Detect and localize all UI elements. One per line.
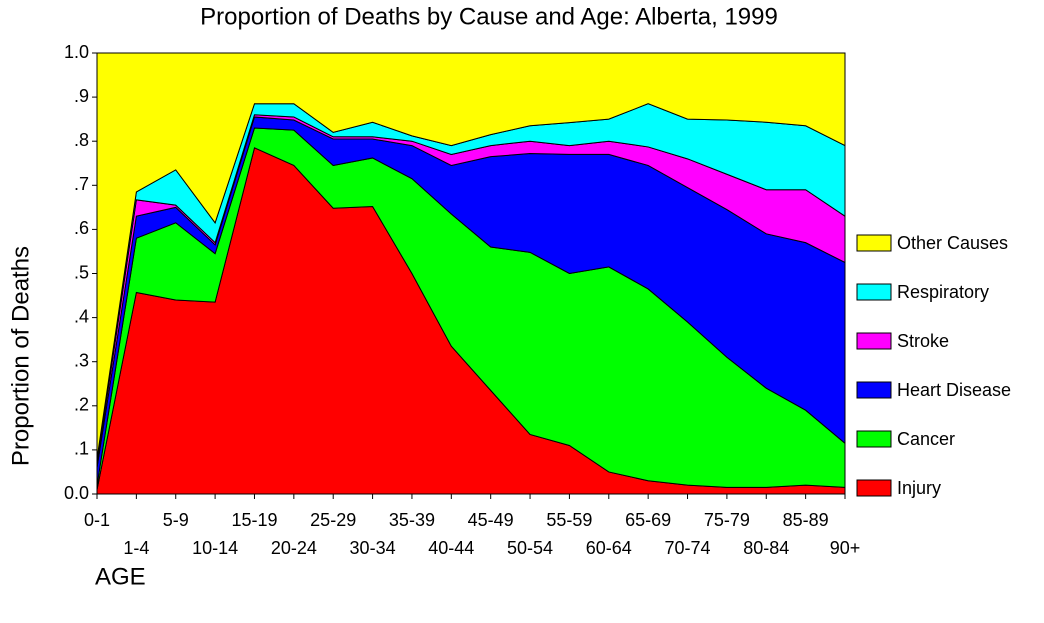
y-tick-label: 1.0 [64, 42, 89, 62]
y-tick-label: .8 [74, 130, 89, 150]
x-tick-label: 65-69 [625, 510, 671, 530]
x-tick-label: 35-39 [389, 510, 435, 530]
x-tick-label: 20-24 [271, 538, 317, 558]
area [96, 52, 846, 459]
legend-label: Stroke [897, 331, 949, 351]
y-axis-label: Proportion of Deaths [7, 246, 34, 466]
chart-title: Proportion of Deaths by Cause and Age: A… [200, 3, 778, 30]
x-tick-label: 5-9 [163, 510, 189, 530]
legend-label: Respiratory [897, 282, 989, 302]
legend-label: Heart Disease [897, 380, 1011, 400]
y-tick-label: 0.0 [64, 483, 89, 503]
x-tick-label: 0-1 [84, 510, 110, 530]
x-axis-label: AGE [95, 563, 146, 590]
y-tick-label: .9 [74, 86, 89, 106]
y-tick-label: .6 [74, 218, 89, 238]
legend-swatch [856, 283, 892, 301]
x-tick-label: 10-14 [192, 538, 238, 558]
x-tick-label: 75-79 [704, 510, 750, 530]
legend-label: Injury [897, 478, 941, 498]
legend-swatch [856, 430, 892, 448]
x-tick-label: 55-59 [546, 510, 592, 530]
legend-label: Other Causes [897, 233, 1008, 253]
x-tick-label: 60-64 [586, 538, 632, 558]
x-tick-label: 90+ [830, 538, 861, 558]
legend-swatch [856, 479, 892, 497]
x-tick-label: 40-44 [428, 538, 474, 558]
legend-swatch [856, 381, 892, 399]
y-tick-label: .5 [74, 262, 89, 282]
x-tick-label: 25-29 [310, 510, 356, 530]
legend-swatch [856, 332, 892, 350]
y-tick-label: .1 [74, 439, 89, 459]
x-tick-label: 70-74 [665, 538, 711, 558]
x-tick-label: 85-89 [783, 510, 829, 530]
y-tick-label: .2 [74, 395, 89, 415]
x-tick-label: 30-34 [350, 538, 396, 558]
y-tick-label: .3 [74, 350, 89, 370]
x-tick-label: 80-84 [743, 538, 789, 558]
y-tick-label: .7 [74, 174, 89, 194]
legend-swatch [856, 234, 892, 252]
x-tick-label: 50-54 [507, 538, 553, 558]
y-tick-label: .4 [74, 306, 89, 326]
legend-label: Cancer [897, 429, 955, 449]
x-tick-label: 1-4 [123, 538, 149, 558]
x-tick-label: 45-49 [468, 510, 514, 530]
x-tick-label: 15-19 [231, 510, 277, 530]
